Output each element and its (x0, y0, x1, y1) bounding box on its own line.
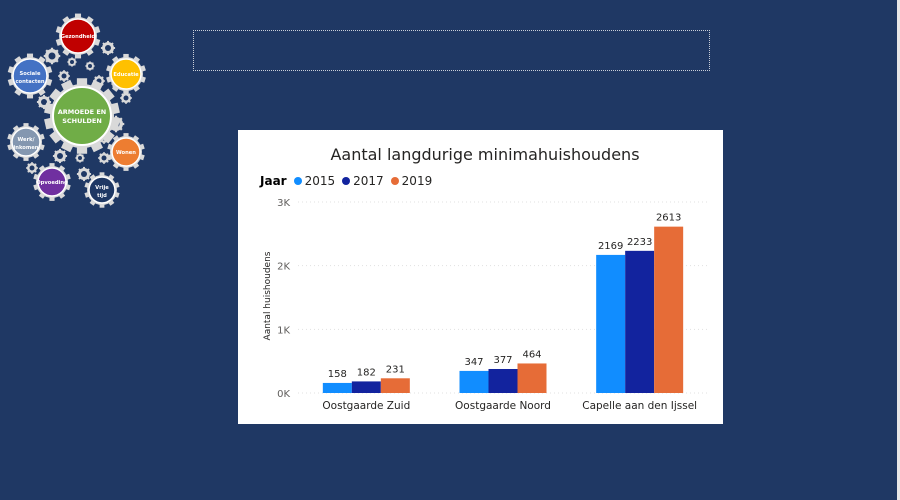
y-tick-label: 3K (277, 198, 290, 209)
chart-title: Aantal langdurige minimahuishoudens (330, 145, 639, 164)
y-tick-label: 0K (277, 389, 290, 400)
center-label: ARMOEDE EN (58, 108, 106, 116)
x-tick-label: Oostgaarde Zuid (322, 400, 410, 412)
topic-label: contacten (15, 79, 44, 85)
bar-2017[interactable] (488, 368, 518, 393)
gear-hole (78, 156, 82, 160)
data-label: 231 (386, 364, 405, 375)
gear-hole (70, 60, 74, 64)
y-tick-label: 2K (277, 262, 290, 273)
gear-hole (101, 155, 107, 161)
bar-2017[interactable] (351, 381, 381, 393)
bar-2017[interactable] (625, 250, 655, 393)
gear-hole (88, 64, 92, 68)
data-label: 464 (522, 349, 541, 360)
legend-dot-2015 (293, 177, 302, 185)
data-label: 2613 (656, 213, 681, 224)
data-label: 377 (493, 355, 512, 366)
topic-badge (110, 58, 142, 90)
topic-label: Werk/ (18, 137, 35, 143)
gear-hole (41, 99, 47, 105)
topic-label: Opvoeding (36, 180, 68, 186)
gear-hole (48, 52, 56, 60)
topic-badge (12, 58, 48, 94)
topic-label: inkomen (14, 145, 39, 151)
topic-label: Wonen (116, 150, 136, 156)
bar-2019[interactable] (380, 378, 410, 393)
topic-badge (11, 127, 41, 157)
legend-item-2017[interactable]: 2017 (342, 174, 384, 188)
data-label: 2233 (627, 237, 652, 248)
chart-legend: Jaar 2015 2017 2019 (260, 173, 436, 189)
gear-hole (29, 165, 35, 171)
legend-dot-2017 (342, 177, 351, 185)
bar-2019[interactable] (517, 363, 547, 393)
bar-2019[interactable] (654, 226, 684, 393)
legend-item-2015[interactable]: 2015 (293, 174, 336, 188)
gear-hole (57, 153, 63, 159)
legend-dot-2019 (390, 177, 399, 185)
topic-badge (37, 167, 67, 197)
bar-chart: Aantal langdurige minimahuishoudens Aant… (263, 145, 708, 412)
window-edge (897, 0, 900, 500)
topic-label: Sociale (20, 71, 41, 77)
y-tick-label: 1K (277, 325, 290, 336)
armoede-en-schulden-logo: Gezondheid Educatie Wonen Vrije tijd Opvoedin… (7, 13, 146, 208)
topic-label: tijd (97, 193, 107, 199)
center-badge (52, 86, 112, 146)
bar-2015[interactable] (459, 370, 489, 393)
legend-label-2015: 2015 (304, 174, 336, 188)
topic-badge (88, 176, 116, 204)
data-label: 182 (357, 367, 376, 378)
legend-title: Jaar (260, 174, 287, 188)
legend-label-2017: 2017 (353, 174, 384, 188)
topic-label: Vrije (95, 185, 109, 191)
data-label: 347 (464, 357, 483, 368)
x-tick-label: Capelle aan den Ijssel (582, 400, 697, 412)
data-label: 2169 (598, 241, 623, 252)
gear-hole (105, 45, 111, 51)
bar-2015[interactable] (322, 382, 352, 393)
y-axis-label: Aantal huishoudens (263, 251, 273, 340)
legend-label-2019: 2019 (401, 174, 433, 188)
topic-badge (111, 137, 141, 167)
x-tick-label: Oostgaarde Noord (455, 400, 551, 412)
data-label: 158 (328, 369, 347, 380)
bar-2015[interactable] (596, 254, 626, 393)
gear-hole (81, 171, 87, 177)
gear-hole (61, 73, 67, 79)
topic-label: Educatie (113, 72, 139, 78)
topic-badge (60, 18, 96, 54)
topic-label: Gezondheid (61, 34, 96, 40)
legend-item-2019[interactable]: 2019 (390, 174, 433, 188)
empty-text-box[interactable] (193, 30, 710, 71)
gear-hole (123, 95, 129, 101)
center-label: SCHULDEN (62, 117, 102, 125)
chart-visual[interactable]: Aantal langdurige minimahuishoudens Aant… (238, 130, 723, 424)
